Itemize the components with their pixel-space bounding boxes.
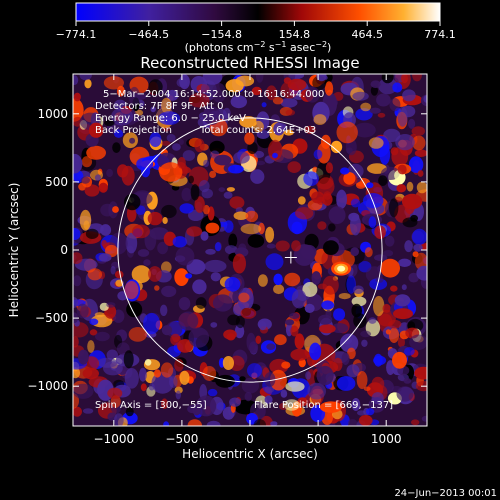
- annotation-method: Back Projection: [95, 125, 172, 136]
- colorbar: [75, 2, 441, 22]
- colorbar-tick-label: 154.8: [279, 28, 311, 41]
- colorbar-tick-label: −464.5: [128, 28, 169, 41]
- annotation-time-range: 5−Mar−2004 16:14:52.000 to 16:16:44.000: [103, 89, 324, 100]
- annotation-detectors: Detectors: 7F 8F 9F, Att 0: [95, 101, 223, 112]
- annotation-total-counts: Total counts: 2.64E+03: [199, 125, 316, 136]
- annotation-spin-axis: Spin Axis = [300,−55]: [95, 400, 207, 411]
- x-tick-label: −1000: [94, 432, 135, 446]
- axis-ticks: −1000 −500 0 500 1000 1000 500 0 −500 −1000: [27, 74, 427, 446]
- chart-title: Reconstructed RHESSI Image: [140, 54, 359, 72]
- y-tick-label: 0: [60, 243, 68, 257]
- x-tick-label: 1000: [371, 432, 402, 446]
- y-tick-label: 500: [45, 175, 68, 189]
- colorbar-ticks: −774.1 −464.5 −154.8 154.8 464.5 774.1: [56, 21, 456, 41]
- colorbar-tick-label: −154.8: [201, 28, 242, 41]
- x-tick-label: 0: [246, 432, 254, 446]
- y-axis-label: Heliocentric Y (arcsec): [7, 183, 21, 318]
- solar-limb-circle: [117, 117, 383, 383]
- annotation-flare-position: Flare Position = [669,−137]: [254, 400, 393, 411]
- colorbar-units: (photons cm−2 s−1 asec−2): [185, 40, 332, 54]
- x-axis-label: Heliocentric X (arcsec): [182, 447, 318, 461]
- colorbar-tick-label: 774.1: [424, 28, 456, 41]
- y-tick-label: 1000: [37, 107, 68, 121]
- colorbar-tick-label: 464.5: [351, 28, 383, 41]
- y-tick-label: −1000: [27, 379, 68, 393]
- spin-axis-marker: [284, 251, 297, 264]
- x-tick-label: 500: [307, 432, 330, 446]
- x-tick-label: −500: [165, 432, 198, 446]
- y-tick-label: −500: [35, 311, 68, 325]
- colorbar-tick-label: −774.1: [56, 28, 97, 41]
- annotation-energy: Energy Range: 6.0 − 25.0 keV: [95, 113, 246, 124]
- footer-date: 24−Jun−2013 00:01: [394, 488, 497, 499]
